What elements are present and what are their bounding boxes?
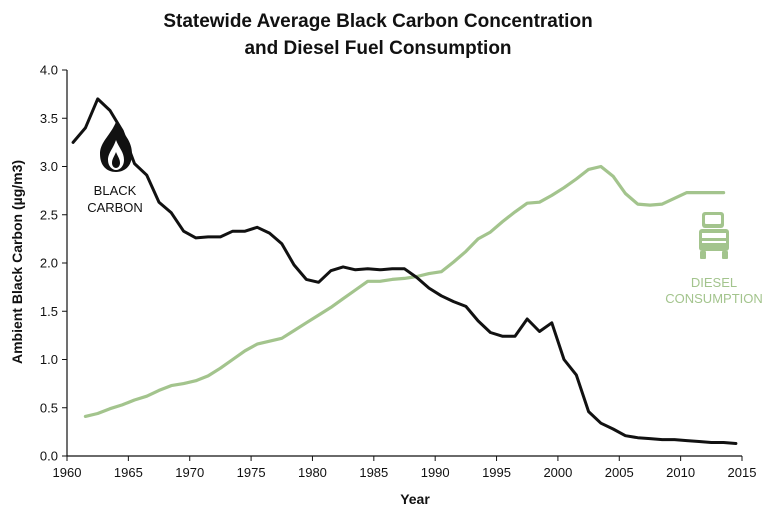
x-tick-label: 1960	[53, 465, 82, 480]
y-tick-label: 0.0	[40, 449, 58, 464]
y-tick-label: 4.0	[40, 63, 58, 78]
x-tick-label: 1975	[237, 465, 266, 480]
chart-title-line-1: Statewide Average Black Carbon Concentra…	[163, 11, 592, 32]
y-tick-label: 2.5	[40, 207, 58, 222]
black-carbon-label-line-1: BLACK	[94, 183, 137, 198]
x-axis-label: Year	[400, 491, 430, 507]
diesel-label-line-1: DIESEL	[691, 275, 737, 290]
y-axis-label: Ambient Black Carbon (µg/m3)	[9, 160, 25, 364]
truck-icon	[699, 212, 729, 259]
x-tick-label: 2010	[666, 465, 695, 480]
x-tick-label: 1965	[114, 465, 143, 480]
series-layer	[71, 97, 738, 445]
x-tick-label: 1990	[421, 465, 450, 480]
y-tick-label: 3.5	[40, 111, 58, 126]
series-line-black-carbon	[71, 97, 738, 445]
y-tick-label: 0.5	[40, 400, 58, 415]
y-tick-label: 3.0	[40, 159, 58, 174]
y-tick-label: 1.0	[40, 352, 58, 367]
x-tick-label: 1970	[175, 465, 204, 480]
flame-icon	[100, 122, 132, 172]
y-tick-label: 1.5	[40, 304, 58, 319]
chart-title-line-2: and Diesel Fuel Consumption	[244, 38, 511, 59]
y-tick-label: 2.0	[40, 256, 58, 271]
axes: 0.0 0.5 1.0 1.5 2.0 2.5 3.0 3.5 4.0 1960 1965 1970 1…	[40, 63, 757, 481]
black-carbon-label-line-2: CARBON	[87, 200, 143, 215]
diesel-label-line-2: CONSUMPTION	[665, 291, 763, 306]
x-tick-label: 2015	[728, 465, 757, 480]
series-line-diesel-consumption	[83, 164, 726, 418]
x-tick-label: 1985	[359, 465, 388, 480]
x-tick-label: 2000	[543, 465, 572, 480]
x-tick-label: 1995	[482, 465, 511, 480]
x-tick-label: 1980	[298, 465, 327, 480]
x-tick-label: 2005	[605, 465, 634, 480]
